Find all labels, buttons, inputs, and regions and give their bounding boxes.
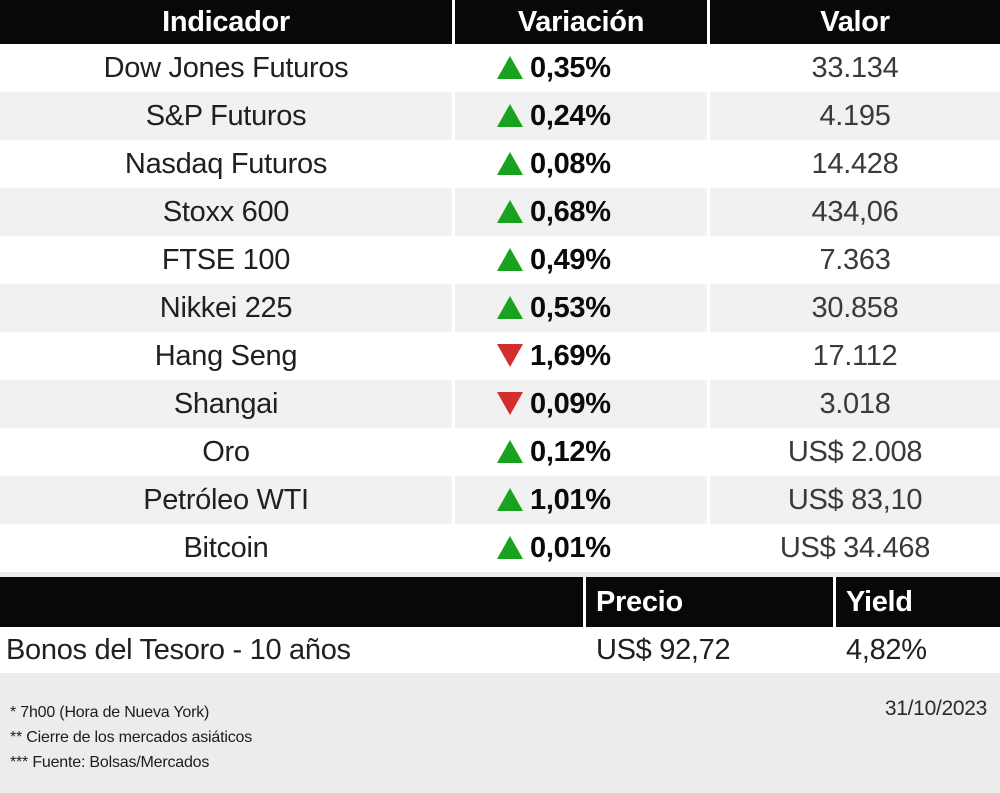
indicator-value: 434,06 [710,188,1000,236]
indicator-value: US$ 34.468 [710,524,1000,572]
triangle-icon [497,103,523,127]
indicator-value: 17.112 [710,332,1000,380]
bonds-header-spacer [0,577,583,627]
triangle-icon [497,295,523,319]
variation-value: 0,01% [530,531,611,564]
footnote: * 7h00 (Hora de Nueva York) [10,704,210,721]
markets-table: Indicador Variación Valor Dow Jones Futu… [0,0,1000,572]
date-label: 31/10/2023 [884,697,987,720]
indicator-name: Oro [0,428,452,476]
triangle-icon [497,199,523,223]
indicator-value: 33.134 [710,44,1000,92]
indicator-value: 30.858 [710,284,1000,332]
variation-value: 0,35% [530,51,611,84]
triangle-icon [497,487,523,511]
variation-cell: 1,69% [455,332,707,380]
indicator-name: Stoxx 600 [0,188,452,236]
indicator-name: S&P Futuros [0,92,452,140]
variation-cell: 0,35% [455,44,707,92]
variation-value: 0,24% [530,99,611,132]
variation-cell: 0,12% [455,428,707,476]
variation-value: 0,08% [530,147,611,180]
triangle-icon [497,391,523,415]
variation-cell: 0,53% [455,284,707,332]
column-header-value: Valor [710,0,1000,44]
indicator-name: FTSE 100 [0,236,452,284]
variation-value: 0,68% [530,195,611,228]
variation-value: 0,09% [530,387,611,420]
variation-value: 1,01% [530,483,611,516]
triangle-icon [497,439,523,463]
bond-yield: 4,82% [836,627,1000,673]
variation-cell: 0,24% [455,92,707,140]
variation-cell: 1,01% [455,476,707,524]
variation-value: 0,12% [530,435,611,468]
variation-cell: 0,09% [455,380,707,428]
variation-value: 1,69% [530,339,611,372]
column-header-indicator: Indicador [0,0,452,44]
footnote: ** Cierre de los mercados asiáticos [10,729,252,746]
column-header-yield: Yield [836,577,1000,627]
bonds-table: Precio Yield Bonos del Tesoro - 10 años … [0,577,1000,673]
indicator-name: Bitcoin [0,524,452,572]
bond-price: US$ 92,72 [586,627,833,673]
footer: * 7h00 (Hora de Nueva York) ** Cierre de… [0,673,1000,793]
triangle-icon [497,535,523,559]
indicator-name: Shangai [0,380,452,428]
column-header-precio: Precio [586,577,833,627]
variation-cell: 0,01% [455,524,707,572]
indicator-value: 7.363 [710,236,1000,284]
indicator-value: 14.428 [710,140,1000,188]
indicator-value: 4.195 [710,92,1000,140]
triangle-icon [497,151,523,175]
indicator-value: 3.018 [710,380,1000,428]
triangle-icon [497,247,523,271]
variation-value: 0,49% [530,243,611,276]
indicator-value: US$ 2.008 [710,428,1000,476]
variation-cell: 0,08% [455,140,707,188]
variation-cell: 0,68% [455,188,707,236]
footnote: *** Fuente: Bolsas/Mercados [10,754,210,771]
variation-value: 0,53% [530,291,611,324]
indicator-name: Nikkei 225 [0,284,452,332]
column-header-variation: Variación [455,0,707,44]
variation-cell: 0,49% [455,236,707,284]
bond-name: Bonos del Tesoro - 10 años [0,627,583,673]
triangle-icon [497,343,523,367]
indicator-value: US$ 83,10 [710,476,1000,524]
triangle-icon [497,55,523,79]
indicator-name: Petróleo WTI [0,476,452,524]
indicator-name: Hang Seng [0,332,452,380]
indicator-name: Dow Jones Futuros [0,44,452,92]
indicator-name: Nasdaq Futuros [0,140,452,188]
